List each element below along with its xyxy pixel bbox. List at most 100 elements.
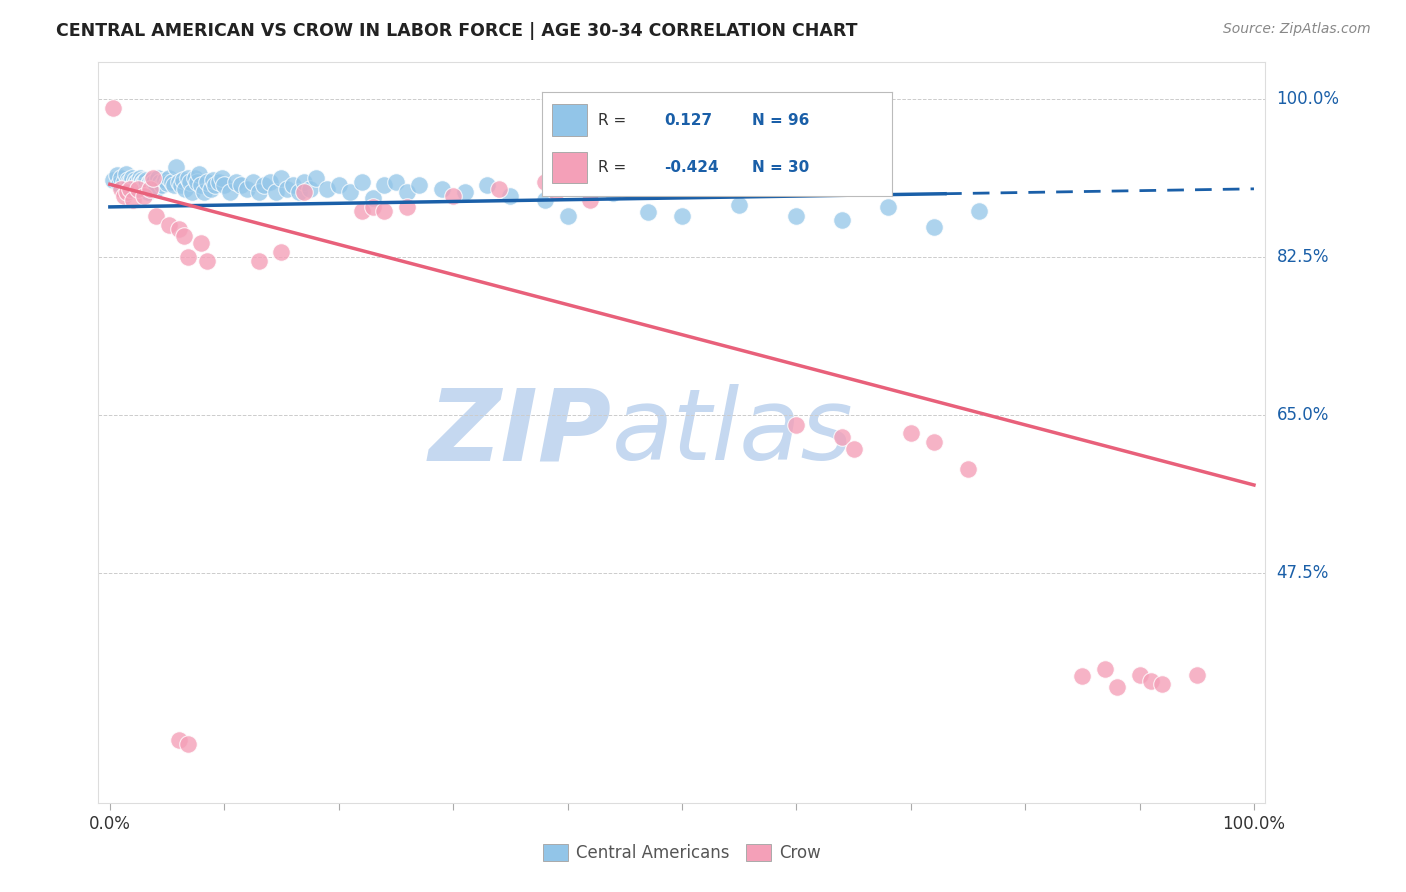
Point — [281, 178, 304, 193]
Point — [1128, 667, 1150, 681]
Point — [112, 175, 135, 189]
Point — [453, 186, 475, 200]
Legend: Central Americans, Crow: Central Americans, Crow — [536, 837, 828, 869]
Point — [637, 205, 659, 219]
Point — [167, 222, 190, 236]
Point — [127, 182, 149, 196]
Point — [831, 430, 853, 444]
Point — [153, 173, 176, 187]
Point — [195, 175, 218, 189]
Point — [142, 171, 165, 186]
Point — [292, 186, 315, 200]
Point — [339, 186, 361, 200]
Point — [115, 168, 138, 182]
Point — [165, 160, 187, 174]
Point — [1071, 669, 1094, 683]
Point — [179, 175, 201, 189]
Point — [328, 178, 350, 193]
Point — [350, 204, 373, 219]
Point — [157, 171, 180, 186]
Point — [120, 182, 142, 196]
Point — [145, 182, 167, 196]
Point — [533, 193, 555, 207]
Point — [900, 425, 922, 440]
Point — [118, 175, 141, 189]
Point — [361, 191, 384, 205]
Point — [157, 218, 180, 232]
Point — [499, 189, 522, 203]
Point — [176, 737, 198, 751]
Point — [122, 176, 145, 190]
Point — [193, 186, 215, 200]
Point — [139, 182, 162, 196]
Point — [143, 175, 166, 189]
Point — [201, 173, 224, 187]
Point — [132, 177, 155, 191]
Point — [176, 250, 198, 264]
Point — [138, 177, 160, 191]
Point — [969, 203, 991, 218]
Point — [305, 171, 328, 186]
Point — [831, 213, 853, 227]
Point — [134, 175, 156, 189]
Point — [152, 178, 174, 193]
Point — [181, 186, 204, 200]
Point — [579, 193, 602, 207]
Point — [115, 180, 138, 194]
Point — [146, 171, 169, 186]
Point — [128, 171, 150, 186]
Point — [214, 178, 236, 193]
Point — [167, 732, 190, 747]
Point — [557, 209, 579, 223]
Point — [396, 186, 419, 200]
Point — [124, 173, 146, 187]
Point — [299, 182, 322, 196]
Point — [117, 173, 139, 187]
Point — [270, 245, 292, 260]
Point — [121, 182, 143, 196]
Point — [292, 175, 315, 189]
Text: 82.5%: 82.5% — [1277, 248, 1329, 266]
Point — [176, 171, 198, 186]
Point — [242, 175, 264, 189]
Point — [121, 171, 143, 186]
Point — [141, 173, 163, 187]
Point — [408, 178, 430, 193]
Point — [149, 175, 172, 189]
Point — [373, 178, 395, 193]
Point — [131, 173, 153, 187]
Text: 47.5%: 47.5% — [1277, 564, 1329, 582]
Point — [785, 418, 807, 433]
Point — [173, 228, 195, 243]
Point — [316, 182, 339, 196]
Point — [195, 254, 218, 268]
Point — [112, 189, 135, 203]
Point — [219, 186, 242, 200]
Point — [373, 203, 395, 218]
Point — [785, 209, 807, 223]
Point — [188, 168, 211, 182]
Point — [156, 177, 179, 191]
Point — [533, 175, 555, 189]
Point — [136, 186, 159, 200]
Point — [259, 175, 281, 189]
Point — [186, 175, 208, 189]
Point — [103, 173, 125, 187]
Point — [287, 186, 309, 200]
Point — [127, 178, 149, 193]
Text: 65.0%: 65.0% — [1277, 406, 1329, 424]
Point — [211, 171, 233, 186]
Point — [276, 182, 298, 196]
Point — [231, 178, 253, 193]
Point — [103, 101, 125, 115]
Point — [544, 186, 567, 200]
Point — [167, 175, 190, 189]
Point — [190, 178, 212, 193]
Point — [253, 178, 276, 193]
Point — [115, 186, 138, 200]
Point — [247, 254, 270, 268]
Point — [170, 178, 193, 193]
Point — [142, 177, 165, 191]
Point — [361, 200, 384, 214]
Point — [247, 186, 270, 200]
